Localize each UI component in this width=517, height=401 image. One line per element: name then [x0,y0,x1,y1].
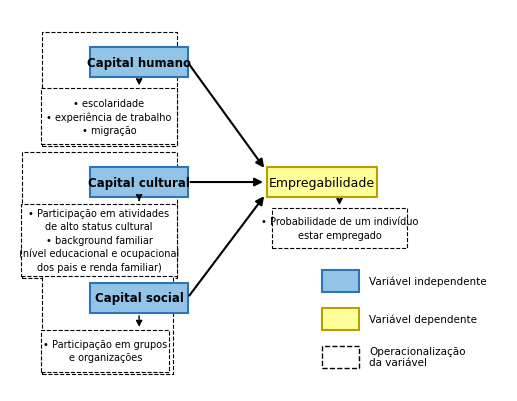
Bar [90,283,188,313]
Text: • Participação em grupos
e organizações: • Participação em grupos e organizações [43,339,168,363]
Bar [42,268,173,374]
Bar [42,33,177,147]
Text: Capital humano: Capital humano [87,57,191,70]
Text: • Participação em atividades
de alto status cultural
• background familiar
(níve: • Participação em atividades de alto sta… [19,209,179,272]
Text: Variável independente: Variável independente [370,276,487,286]
Bar [322,346,359,368]
Bar [22,153,177,278]
Bar [267,168,377,198]
Text: Operacionalização
da variável: Operacionalização da variável [370,346,466,368]
Bar [322,308,359,330]
Bar [272,209,407,248]
Text: Empregabilidade: Empregabilidade [269,176,375,189]
Text: • escolaridade
• experiência de trabalho
• migração: • escolaridade • experiência de trabalho… [47,98,172,136]
Text: Capital cultural: Capital cultural [88,176,190,189]
Bar [41,89,177,145]
Text: Variável dependente: Variável dependente [370,314,478,324]
Bar [322,270,359,292]
Bar [41,330,169,372]
Bar [90,48,188,78]
Bar [21,205,177,276]
Text: Capital social: Capital social [95,292,184,304]
Bar [90,168,188,198]
Text: • Probabilidade de um indivíduo
estar empregado: • Probabilidade de um indivíduo estar em… [261,217,418,240]
